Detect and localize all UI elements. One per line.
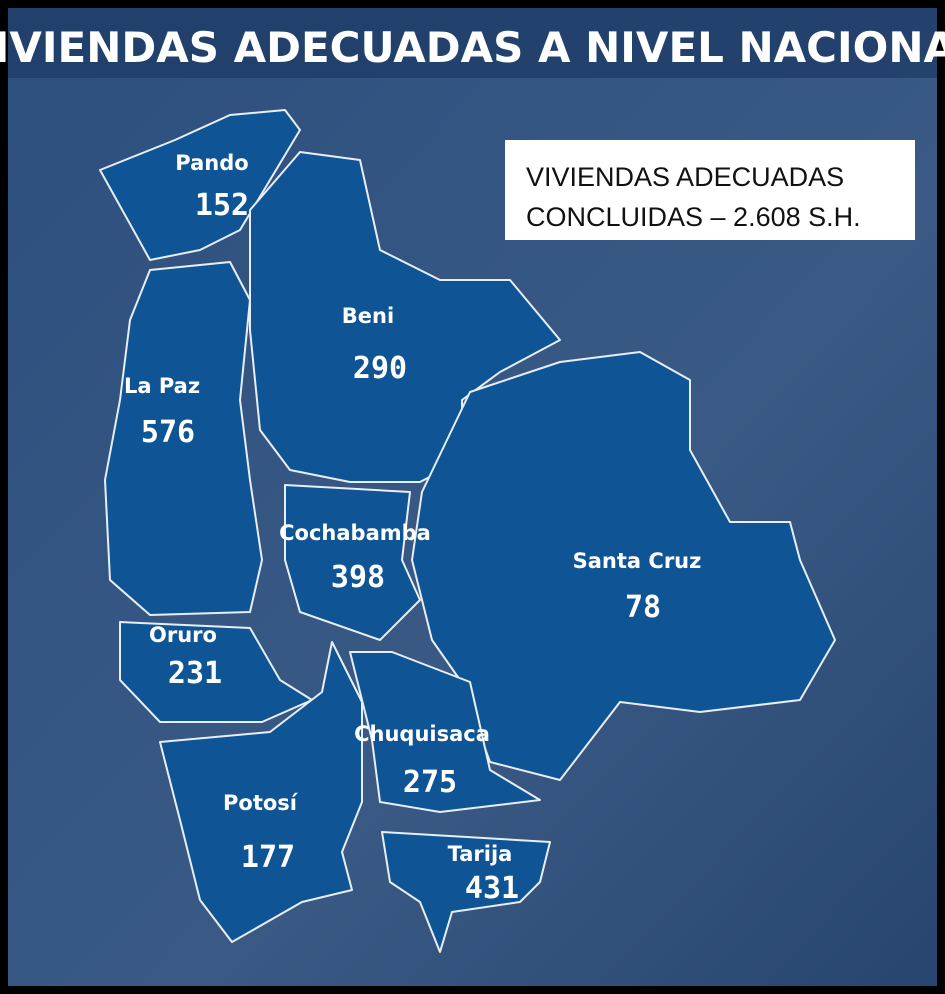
summary-box	[505, 140, 915, 240]
region-name: Potosí	[223, 791, 299, 815]
region-shape	[381, 831, 551, 953]
region-name: Chuquisaca	[354, 722, 490, 746]
region-name: Santa Cruz	[573, 549, 702, 573]
region-value: 290	[353, 351, 407, 386]
region-name: Tarija	[448, 842, 513, 866]
region-value: 231	[168, 656, 222, 691]
map	[99, 109, 836, 953]
region-name: Pando	[175, 151, 248, 175]
region-shape	[349, 651, 541, 813]
region-value: 152	[195, 188, 249, 223]
region-shape	[159, 641, 363, 943]
summary-line: VIVIENDAS ADECUADAS	[526, 162, 844, 192]
region-shape	[119, 621, 313, 723]
region-value: 177	[241, 840, 295, 875]
summary-line: CONCLUIDAS – 2.608 S.H.	[526, 202, 861, 232]
region-name: Cochabamba	[279, 521, 431, 545]
region-name: Beni	[342, 304, 394, 328]
title-band	[8, 8, 937, 78]
title: VIVIENDAS ADECUADAS A NIVEL NACIONAL	[0, 23, 945, 72]
region-value: 431	[465, 871, 519, 906]
region-value: 398	[331, 560, 385, 595]
region-value: 576	[141, 415, 195, 450]
region-shape	[249, 151, 561, 483]
region-value: 275	[403, 765, 457, 800]
region-value: 78	[625, 590, 661, 625]
region-name: La Paz	[124, 374, 200, 398]
region-shape	[284, 484, 421, 641]
region-shape	[99, 109, 301, 261]
region-name: Oruro	[149, 623, 217, 647]
